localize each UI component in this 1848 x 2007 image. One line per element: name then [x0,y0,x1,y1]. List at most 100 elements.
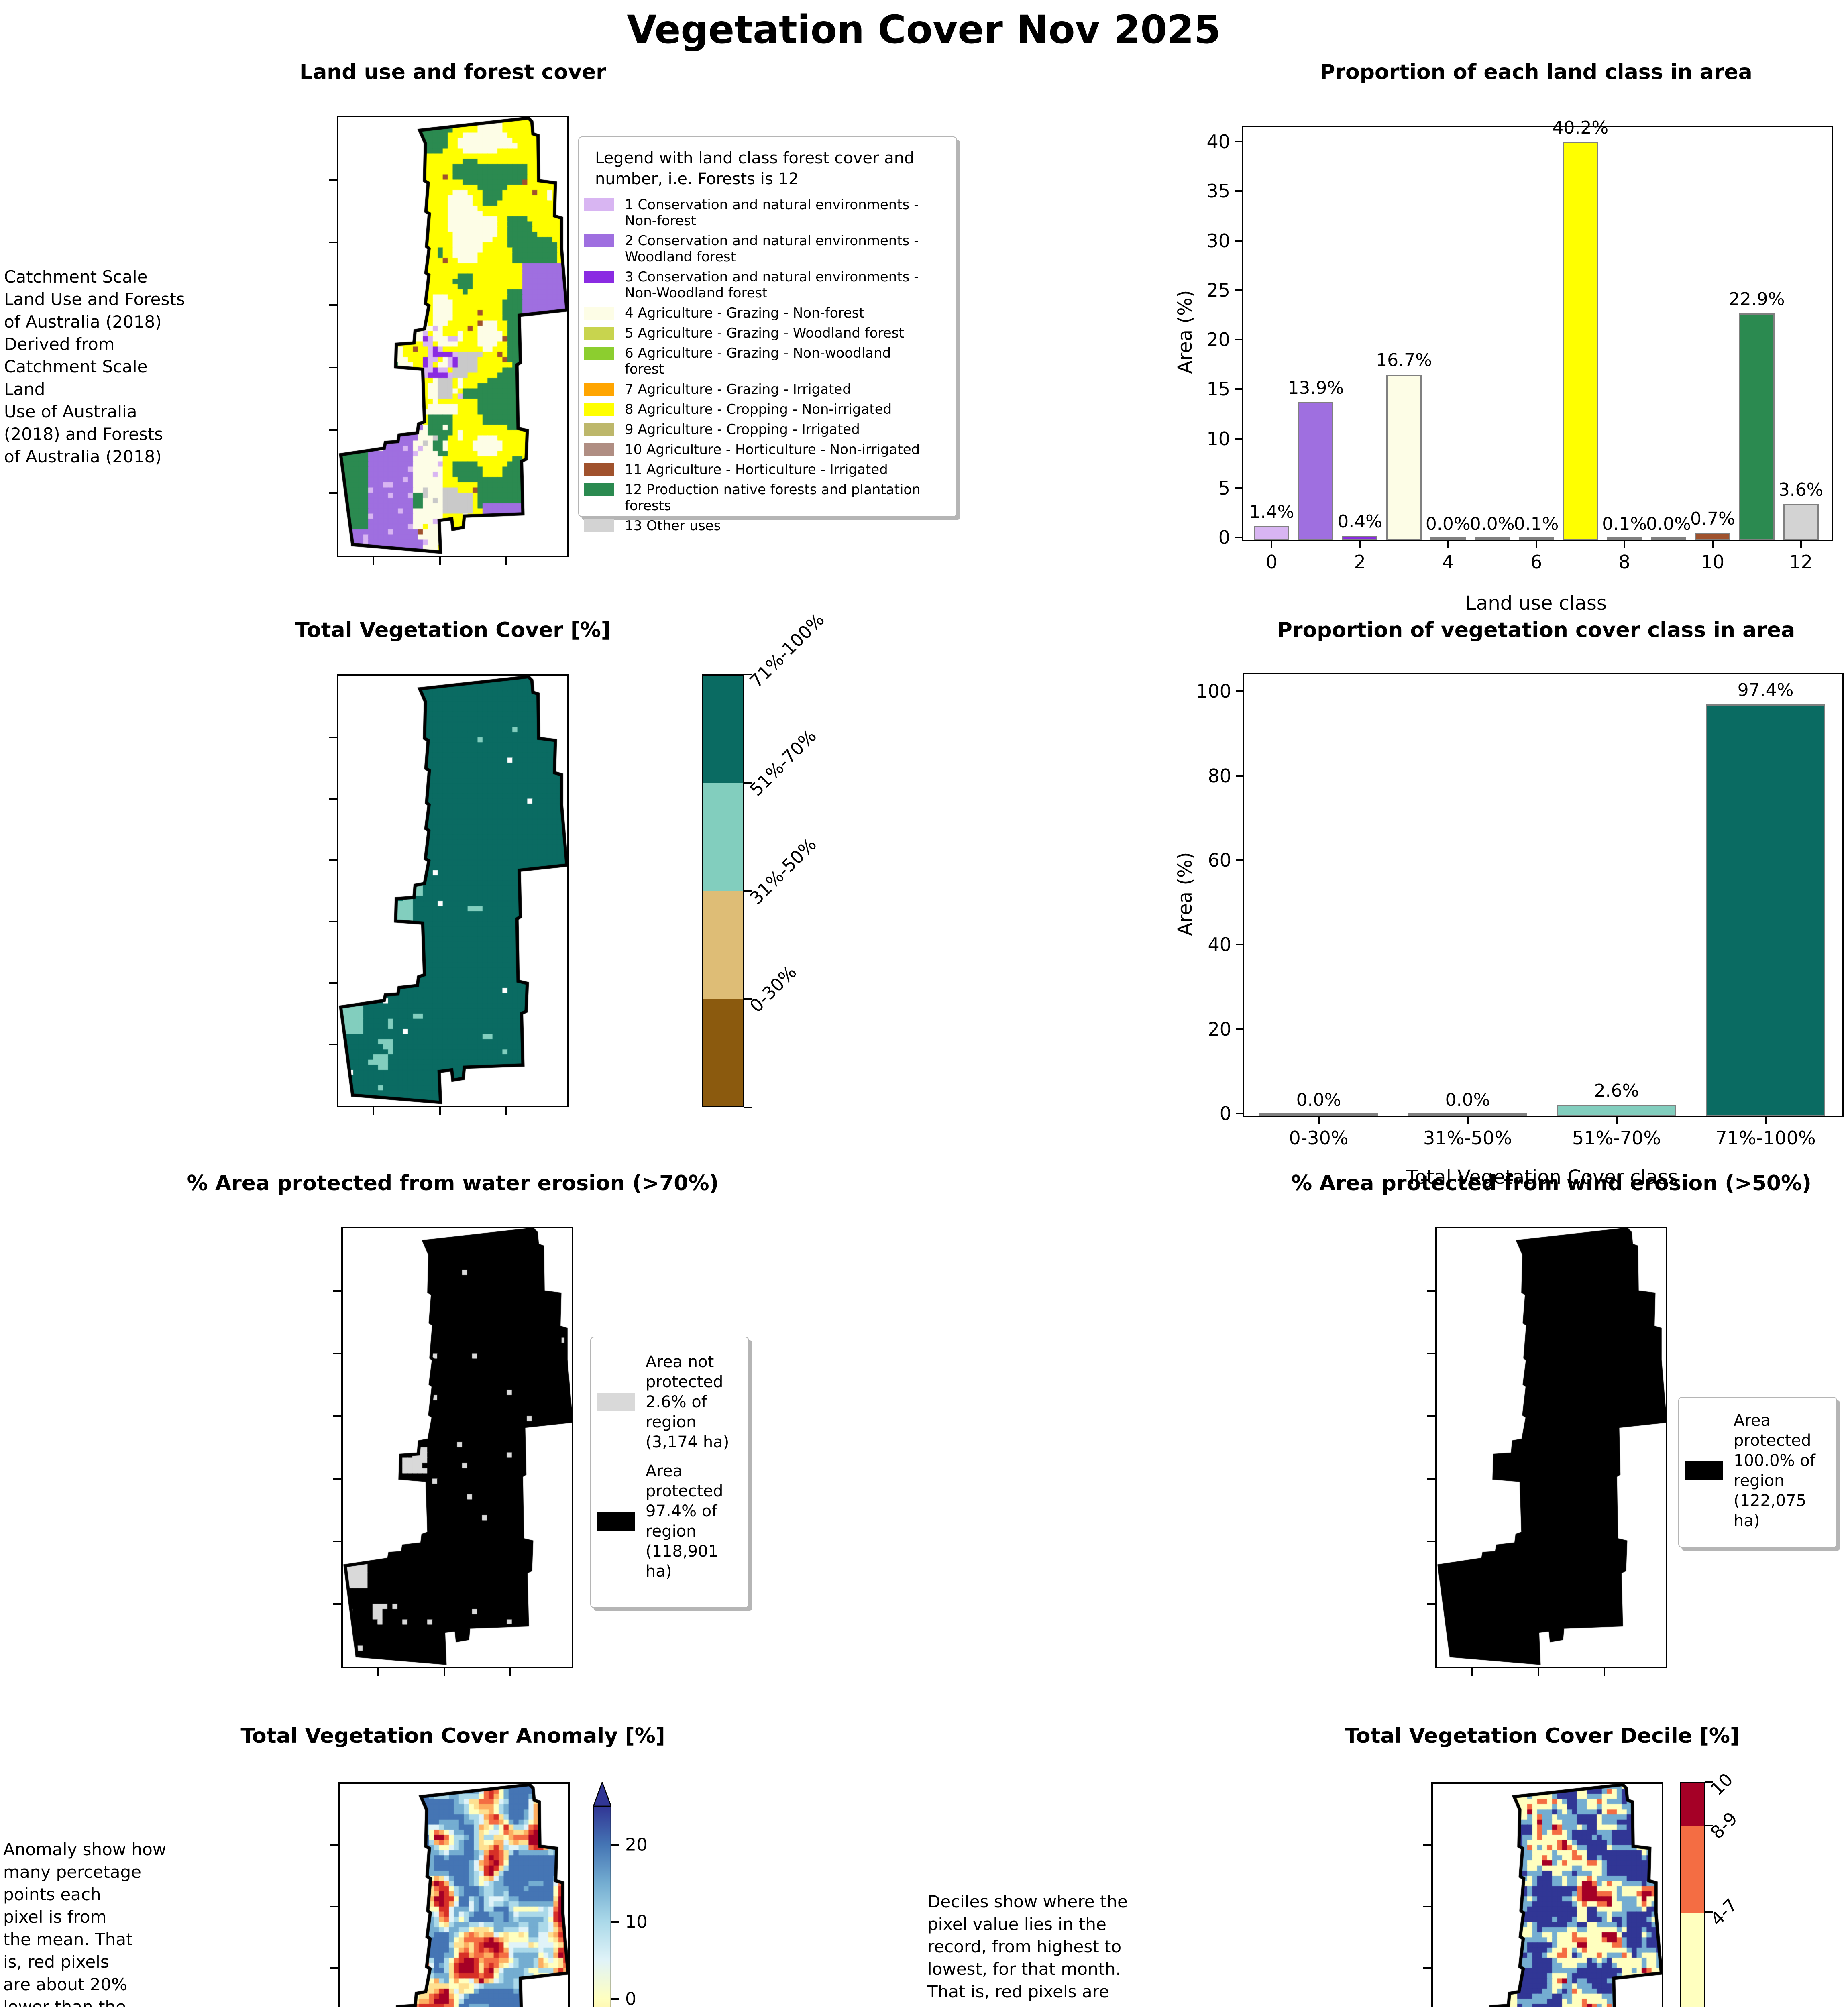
map-tick [1427,1603,1435,1605]
y-axis-tick-label: 25 [1206,279,1230,301]
map-tick [1423,1906,1431,1908]
x-axis-tick-label: 31%-50% [1423,1127,1512,1149]
legend-item: 13 Other uses [584,518,956,534]
y-axis-tick [1236,1113,1243,1114]
colorbar-tick-label: 4-7 [1706,1895,1742,1930]
legend-item: 7 Agriculture - Grazing - Irrigated [584,381,956,397]
legend-item-label: 11 Agriculture - Horticulture - Irrigate… [625,462,888,478]
legend-item: 10 Agriculture - Horticulture - Non-irri… [584,442,956,458]
map-tick [329,242,337,243]
landclass-chart-title: Proportion of each land class in area [1320,60,1752,84]
colorbar-tick [744,998,752,1000]
bar-value-label: 40.2% [1552,118,1609,138]
x-axis-tick [1616,1117,1618,1124]
colorbar-tick [611,1921,619,1923]
legend-swatch [584,307,614,320]
map-tick [329,859,337,861]
colorbar-segment [703,676,743,784]
colorbar-tick [611,1998,619,2000]
landuse-map-title: Land use and forest cover [300,60,606,84]
y-axis-tick [1235,438,1242,440]
legend-swatch [584,383,614,396]
colorbar-tick-label: 71%-100% [746,609,829,692]
bar-value-label: 2.6% [1594,1080,1639,1101]
map-tick [505,557,507,565]
legend-item-label: Area protected 97.4% of region (118,901 … [646,1462,723,1581]
colorbar-segment [703,783,743,891]
map-tick [333,1353,341,1354]
x-axis-tick [1447,541,1449,548]
x-axis-tick [1800,541,1802,548]
bar-value-label: 0.0% [1469,514,1515,534]
anomaly-help-text: Anomaly show how many percetage points e… [3,1840,167,2007]
x-axis-tick-label: 10 [1701,551,1725,573]
vegcover-colorbar [702,674,744,1107]
map-tick [333,1541,341,1542]
y-axis-tick [1235,289,1242,291]
colorbar-segment [703,891,743,999]
y-axis-tick [1235,240,1242,242]
map-tick [443,1668,445,1676]
y-axis-tick [1235,388,1242,390]
chart-bar [1518,537,1554,540]
legend-item: Area not protected 2.6% of region (3,174… [597,1352,743,1452]
colorbar-segment [703,998,743,1106]
legend-swatch [584,403,614,416]
legend-swatch [584,443,614,456]
colorbar-tick [744,890,752,892]
map-tick [1427,1290,1435,1292]
map-tick [329,367,337,368]
legend-item-label: 13 Other uses [625,518,721,534]
x-axis-tick [1359,541,1361,548]
colorbar-tick-label: 51%-70% [746,725,821,800]
bar-value-label: 0.7% [1690,508,1735,529]
legend-swatch [584,198,614,211]
y-axis-tick-label: 40 [1208,934,1231,956]
y-axis-tick-label: 30 [1206,230,1230,252]
colorbar-segment [1681,1913,1704,2007]
chart-bar [1430,537,1466,540]
map-tick [333,1290,341,1292]
wind-legend: Area protected 100.0% of region (122,075… [1678,1397,1837,1548]
landuse-legend-title: Legend with land class forest cover and … [595,149,915,188]
decile-map-title: Total Vegetation Cover Decile [%] [1345,1724,1740,1748]
bar-value-label: 1.4% [1249,501,1294,522]
bar-value-label: 97.4% [1737,680,1794,701]
legend-item-label: 4 Agriculture - Grazing - Non-forest [625,305,864,321]
legend-item-label: Area not protected 2.6% of region (3,174… [646,1353,729,1451]
colorbar-tick [744,782,752,784]
y-axis-tick-label: 80 [1208,765,1231,787]
bar-value-label: 0.0% [1445,1090,1490,1110]
chart-bar [1342,536,1378,540]
map-tick [333,1415,341,1417]
colorbar-tick-label: 0-30% [746,962,801,1017]
x-axis-tick [1764,1117,1767,1124]
y-axis-tick-label: 100 [1196,680,1231,702]
y-axis-tick-label: 20 [1208,1018,1231,1040]
x-axis-tick-label: 51%-70% [1572,1127,1661,1149]
colorbar-segment [1681,1826,1704,1913]
page-title: Vegetation Cover Nov 2025 [627,7,1221,52]
legend-item-label: 6 Agriculture - Grazing - Non-woodland f… [625,345,891,377]
legend-item-label: Area protected 100.0% of region (122,075… [1734,1411,1815,1530]
x-axis-tick-label: 2 [1354,551,1366,573]
wind-map-title: % Area protected from wind erosion (>50%… [1291,1171,1811,1195]
x-axis-tick [1467,1117,1469,1124]
legend-item-label: 12 Production native forests and plantat… [625,482,921,514]
y-axis-tick-label: 35 [1206,180,1230,202]
legend-swatch [584,463,614,476]
y-axis-tick [1236,859,1243,861]
legend-item-label: 10 Agriculture - Horticulture - Non-irri… [625,442,920,458]
vegclass-chart-title: Proportion of vegetation cover class in … [1277,618,1795,642]
y-axis-tick [1235,339,1242,340]
chart-bar [1259,1113,1378,1116]
decile-colorbar [1680,1782,1705,2007]
map-tick [329,1044,337,1045]
chart-bar [1408,1113,1527,1116]
legend-item: 2 Conservation and natural environments … [584,233,956,265]
y-axis-tick-label: 20 [1206,329,1230,350]
x-axis-tick-label: 6 [1530,551,1542,573]
decile-map [1423,1782,1663,2007]
vegclass-chart-ylabel: Area (%) [1174,852,1196,936]
map-tick [330,1967,338,1969]
